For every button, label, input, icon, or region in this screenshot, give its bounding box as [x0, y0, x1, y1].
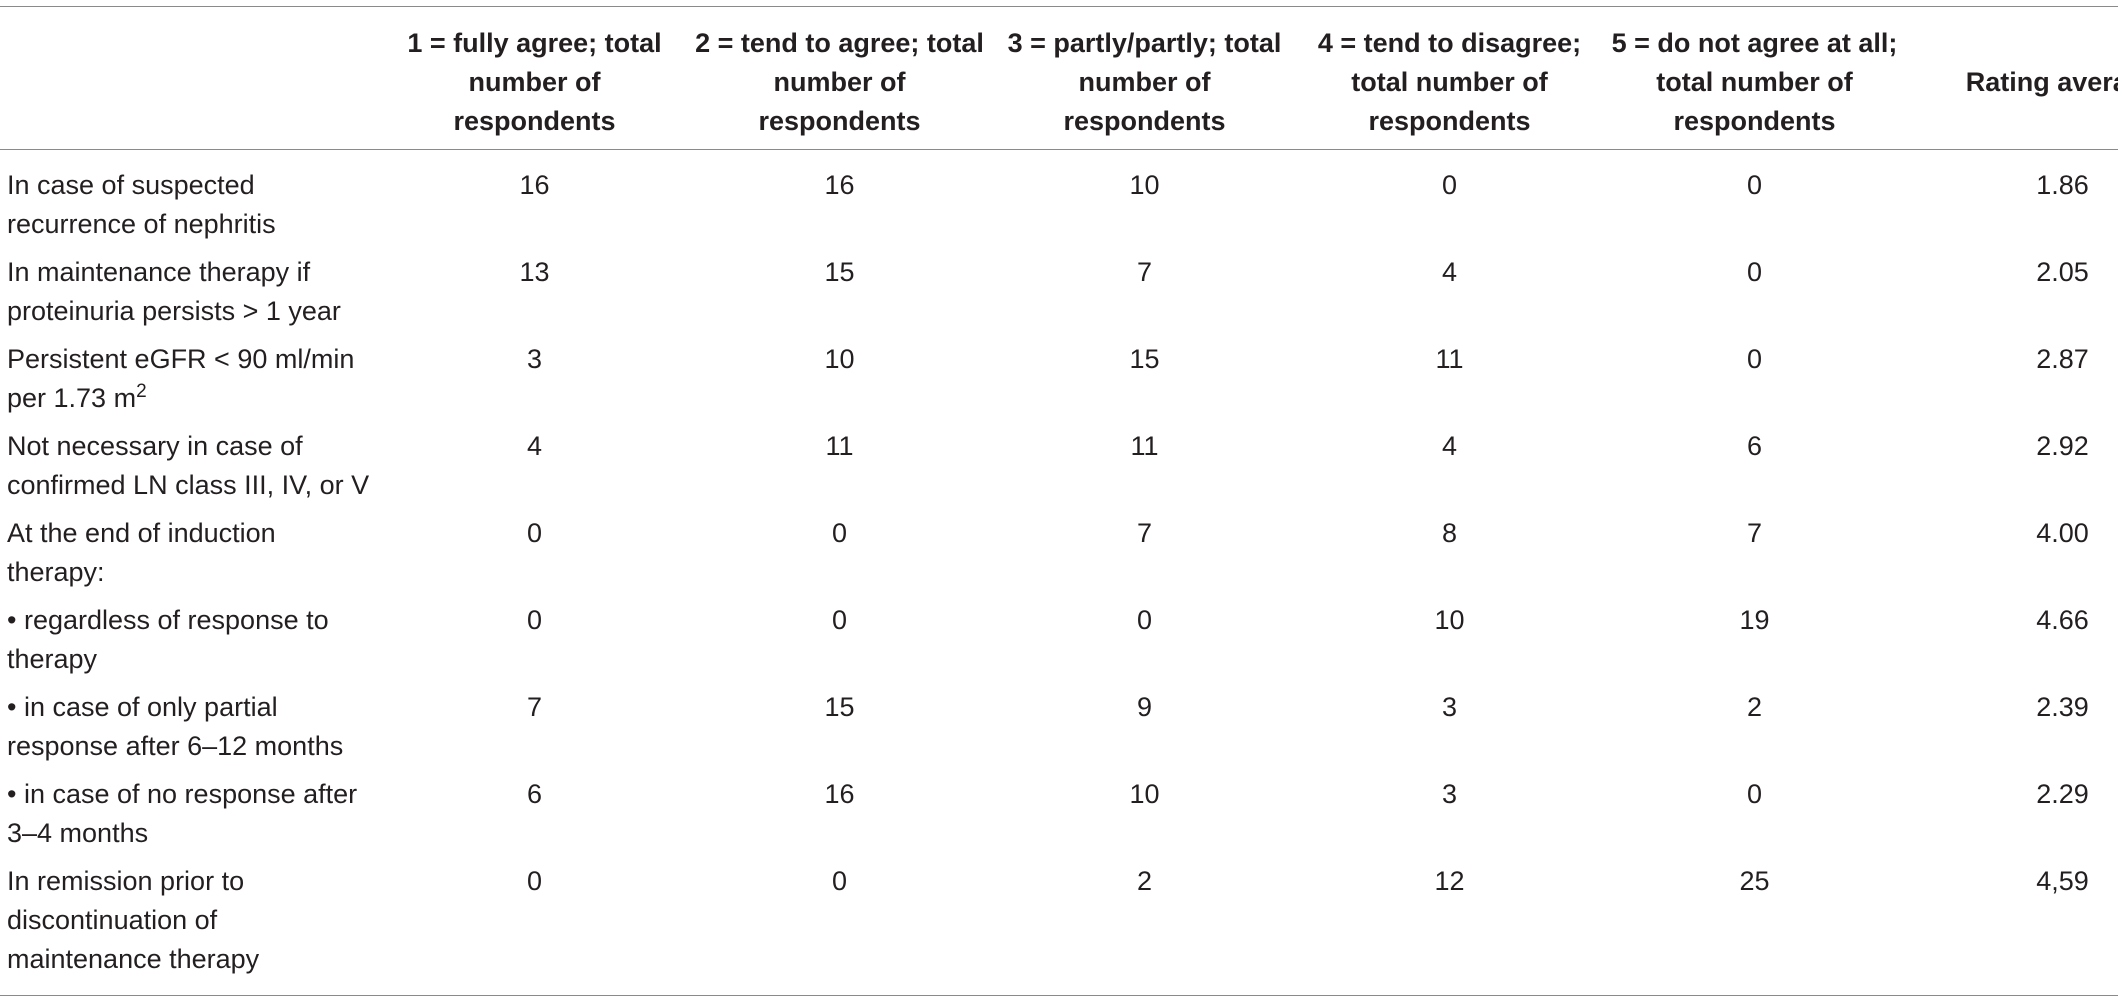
survey-results-table: 1 = fully agree; total number of respond…: [0, 6, 2118, 996]
cell-partly: 7: [1136, 256, 1153, 287]
cell-rating-average: 4.00: [2036, 517, 2089, 548]
cell-rating-average: 2.05: [2036, 256, 2089, 287]
cell-tend-to-disagree: 11: [1435, 343, 1464, 374]
cell-tend-to-agree: 15: [824, 691, 855, 722]
cell-fully-agree: 13: [519, 256, 550, 287]
cell-tend-to-agree: 10: [824, 343, 855, 374]
row-label: • in case of no response after 3–4 month…: [7, 778, 358, 848]
cell-do-not-agree: 0: [1746, 256, 1763, 287]
cell-rating-average: 2.39: [2036, 691, 2089, 722]
table-row: Not necessary in case of confirmed LN cl…: [0, 427, 2118, 514]
cell-do-not-agree: 19: [1739, 604, 1770, 635]
bottom-rule-row: [0, 995, 2118, 996]
cell-do-not-agree: 0: [1746, 170, 1763, 200]
cell-tend-to-disagree: 3: [1441, 691, 1458, 722]
table-row: At the end of induction therapy: 0 0 7 8…: [0, 514, 2118, 601]
cell-partly: 11: [1130, 430, 1159, 461]
table-footer-rule: [0, 995, 2118, 996]
cell-partly: 15: [1129, 343, 1160, 374]
cell-do-not-agree: 0: [1746, 343, 1763, 374]
header-cell-fully-agree: 1 = fully agree; total number of respond…: [407, 28, 662, 136]
cell-fully-agree: 7: [526, 691, 543, 722]
cell-do-not-agree: 2: [1746, 691, 1763, 722]
cell-tend-to-agree: 0: [831, 517, 848, 548]
bottom-rule: [0, 995, 2118, 996]
row-label-text: Persistent eGFR < 90 ml/min per 1.73 m: [7, 343, 355, 413]
cell-tend-to-agree: 15: [824, 256, 855, 287]
row-label: In maintenance therapy if proteinuria pe…: [7, 256, 341, 326]
row-label: Persistent eGFR < 90 ml/min per 1.73 m2: [0, 340, 382, 427]
cell-tend-to-agree: 16: [824, 170, 855, 200]
table-row: In maintenance therapy if proteinuria pe…: [0, 253, 2118, 340]
cell-rating-average: 4.66: [2036, 604, 2089, 635]
cell-fully-agree: 4: [526, 430, 543, 461]
cell-fully-agree: 0: [526, 604, 543, 635]
table-row: • regardless of response to therapy 0 0 …: [0, 601, 2118, 688]
cell-tend-to-disagree: 4: [1441, 430, 1458, 461]
cell-do-not-agree: 0: [1746, 778, 1763, 809]
cell-tend-to-disagree: 4: [1441, 256, 1458, 287]
row-label: In remission prior to discontinuation of…: [7, 865, 260, 974]
cell-tend-to-disagree: 0: [1441, 170, 1458, 200]
table-row: • in case of no response after 3–4 month…: [0, 775, 2118, 862]
cell-partly: 7: [1136, 517, 1153, 548]
table-row: In remission prior to discontinuation of…: [0, 862, 2118, 996]
table-row: Persistent eGFR < 90 ml/min per 1.73 m2 …: [0, 340, 2118, 427]
cell-fully-agree: 6: [526, 778, 543, 809]
cell-tend-to-agree: 0: [831, 865, 848, 896]
cell-do-not-agree: 7: [1746, 517, 1763, 548]
cell-do-not-agree: 6: [1746, 430, 1763, 461]
row-label: • in case of only partial response after…: [7, 691, 344, 761]
table-body: In case of suspected recurrence of nephr…: [0, 150, 2118, 996]
cell-tend-to-disagree: 10: [1434, 604, 1465, 635]
header-cell-tend-to-disagree: 4 = tend to disagree; total number of re…: [1317, 28, 1582, 136]
header-cell-statement: [0, 7, 382, 150]
cell-fully-agree: 16: [519, 170, 550, 200]
cell-partly: 2: [1136, 865, 1153, 896]
cell-fully-agree: 3: [526, 343, 543, 374]
header-row: 1 = fully agree; total number of respond…: [0, 6, 2118, 150]
superscript-two: 2: [136, 380, 147, 402]
cell-rating-average: 2.92: [2036, 430, 2089, 461]
header-cell-rating-average: Rating average: [1965, 67, 2118, 97]
cell-partly: 10: [1129, 170, 1160, 200]
cell-do-not-agree: 25: [1739, 865, 1770, 896]
table-row: In case of suspected recurrence of nephr…: [0, 150, 2118, 253]
cell-tend-to-disagree: 8: [1441, 517, 1458, 548]
header-cell-do-not-agree: 5 = do not agree at all; total number of…: [1611, 28, 1898, 136]
header-cell-tend-to-agree: 2 = tend to agree; total number of respo…: [695, 28, 984, 136]
cell-partly: 9: [1136, 691, 1153, 722]
row-label: • regardless of response to therapy: [7, 604, 329, 674]
table-header: 1 = fully agree; total number of respond…: [0, 6, 2118, 150]
row-label: Not necessary in case of confirmed LN cl…: [7, 430, 370, 500]
cell-fully-agree: 0: [526, 517, 543, 548]
table-row: • in case of only partial response after…: [0, 688, 2118, 775]
cell-tend-to-disagree: 3: [1441, 778, 1458, 809]
cell-tend-to-disagree: 12: [1434, 865, 1465, 896]
cell-tend-to-agree: 11: [825, 430, 854, 461]
cell-rating-average: 2.29: [2036, 778, 2089, 809]
row-label: At the end of induction therapy:: [7, 517, 276, 587]
survey-table-container: 1 = fully agree; total number of respond…: [0, 6, 2118, 996]
cell-partly: 10: [1129, 778, 1160, 809]
cell-partly: 0: [1136, 604, 1153, 635]
header-cell-partly: 3 = partly/partly; total number of respo…: [1007, 28, 1282, 136]
cell-tend-to-agree: 0: [831, 604, 848, 635]
cell-fully-agree: 0: [526, 865, 543, 896]
row-label: In case of suspected recurrence of nephr…: [7, 170, 276, 239]
cell-rating-average: 4,59: [2036, 865, 2089, 896]
cell-rating-average: 2.87: [2036, 343, 2089, 374]
cell-rating-average: 1.86: [2036, 170, 2089, 200]
cell-tend-to-agree: 16: [824, 778, 855, 809]
